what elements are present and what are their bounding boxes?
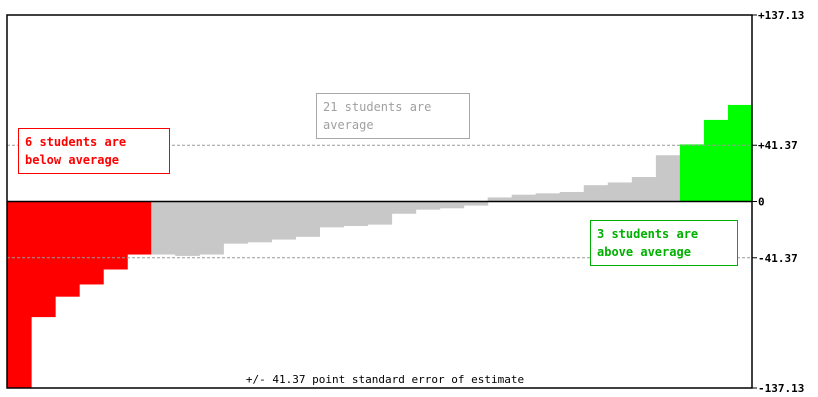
bar-above (679, 144, 705, 202)
average-line1: 21 students are (323, 100, 432, 114)
average-line2: average (323, 118, 374, 132)
bar-below (79, 201, 104, 285)
bar-average (415, 201, 441, 210)
bar-average (583, 185, 609, 202)
bar-average (199, 201, 224, 255)
bar-below (7, 201, 32, 388)
y-tick-label: +41.37 (758, 139, 798, 152)
average-label: 21 students are average (316, 93, 470, 139)
bar-below (103, 201, 128, 270)
bar-above (727, 104, 753, 202)
axes (6, 14, 753, 389)
y-tick-label: -41.37 (758, 252, 798, 265)
bar-average (559, 191, 585, 202)
bar-average (271, 201, 296, 240)
y-tick-label: -137.13 (758, 382, 804, 395)
y-tick-label: +137.13 (758, 9, 804, 22)
bar-average (175, 201, 200, 256)
bar-below (127, 201, 152, 255)
bar-below (31, 201, 56, 318)
bar-average (511, 194, 537, 202)
above-average-line1: 3 students are (597, 227, 699, 241)
bar-average (247, 201, 272, 243)
bar-above (703, 119, 729, 202)
bar-average (631, 177, 657, 202)
y-tick-label: 0 (758, 196, 765, 209)
below-average-line1: 6 students are (25, 135, 127, 149)
bars-group (7, 104, 753, 388)
bar-average (487, 197, 513, 202)
below-average-line2: below average (25, 153, 119, 167)
y-tick-labels: +137.13 +41.37 0 -41.37 -137.13 (752, 9, 804, 395)
bar-average (535, 193, 561, 202)
bar-average (343, 201, 369, 226)
bar-average (223, 201, 248, 244)
bar-average (463, 201, 489, 206)
bar-average (367, 201, 393, 225)
below-average-label: 6 students are below average (18, 128, 170, 174)
bar-below (55, 201, 80, 297)
bar-average (391, 201, 417, 214)
bar-average (319, 201, 345, 228)
above-average-line2: above average (597, 245, 691, 259)
above-average-label: 3 students are above average (590, 220, 738, 266)
bar-average (151, 201, 176, 255)
bar-average (295, 201, 321, 237)
bar-average (655, 155, 681, 202)
bar-average (439, 201, 465, 209)
standard-error-footnote: +/- 41.37 point standard error of estima… (246, 373, 524, 386)
bar-average (607, 182, 633, 202)
